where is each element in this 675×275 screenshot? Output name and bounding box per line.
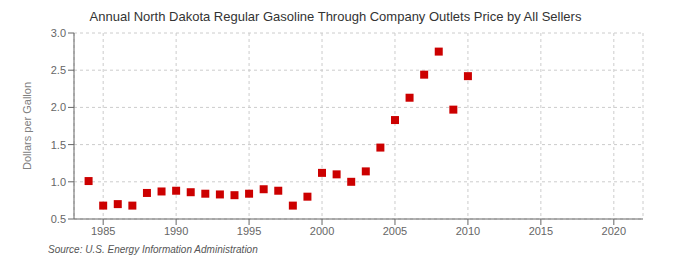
svg-text:1985: 1985 bbox=[91, 225, 115, 237]
svg-text:2005: 2005 bbox=[383, 225, 407, 237]
svg-text:2000: 2000 bbox=[310, 225, 334, 237]
html-text:Source: U.S. Energy Informatio: Source: U.S. Energy Information Administ… bbox=[48, 244, 258, 255]
svg-text:2010: 2010 bbox=[456, 225, 480, 237]
svg-text:1.0: 1.0 bbox=[51, 176, 66, 188]
svg-text:2.5: 2.5 bbox=[51, 64, 66, 76]
svg-text:1990: 1990 bbox=[164, 225, 188, 237]
svg-text:0.5: 0.5 bbox=[51, 213, 66, 225]
svg-text:3.0: 3.0 bbox=[51, 27, 66, 39]
html-text:Annual North Dakota Regular Ga: Annual North Dakota Regular Gasoline Thr… bbox=[89, 9, 582, 24]
svg-text:Dollars per Gallon: Dollars per Gallon bbox=[21, 82, 33, 170]
svg-text:2.0: 2.0 bbox=[51, 101, 66, 113]
svg-text:2020: 2020 bbox=[602, 225, 626, 237]
svg-text:1.5: 1.5 bbox=[51, 139, 66, 151]
svg-text:2015: 2015 bbox=[529, 225, 553, 237]
svg-text:1995: 1995 bbox=[237, 225, 261, 237]
